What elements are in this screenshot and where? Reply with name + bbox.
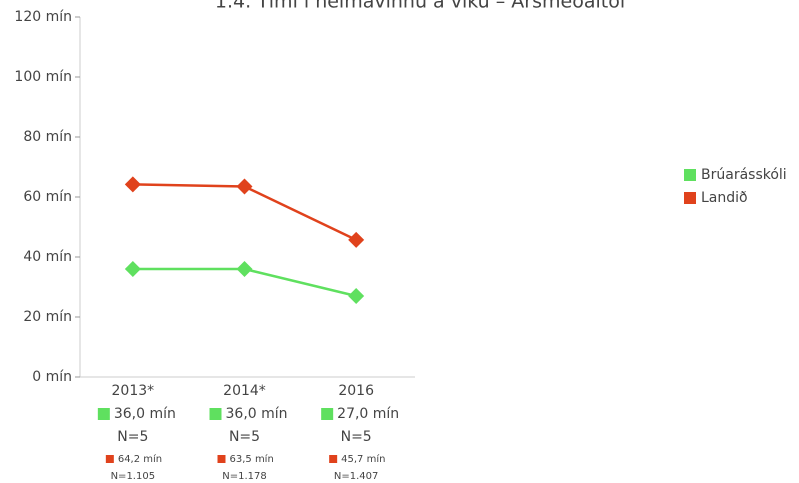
value-label: 36,0 mín bbox=[114, 406, 176, 422]
point-marker bbox=[236, 178, 253, 195]
y-tick-label: 60 mín bbox=[23, 189, 72, 205]
legend-swatch bbox=[684, 192, 696, 204]
point-marker bbox=[348, 231, 365, 248]
value-label: 36,0 mín bbox=[226, 406, 288, 422]
legend-swatch bbox=[684, 169, 696, 181]
legend-label: Landið bbox=[701, 190, 748, 206]
n-label: N=5 bbox=[117, 429, 148, 445]
value-label: 45,7 mín bbox=[341, 453, 385, 465]
value-label: 64,2 mín bbox=[118, 453, 162, 465]
legend-label: Brúarásskóli bbox=[701, 167, 787, 183]
point-marker bbox=[348, 288, 365, 304]
n-label: N=5 bbox=[341, 429, 372, 445]
point-marker bbox=[124, 176, 141, 193]
point-marker bbox=[124, 261, 141, 277]
y-tick-label: 120 mín bbox=[14, 9, 72, 25]
y-tick-label: 20 mín bbox=[23, 309, 72, 325]
chart-title: 1.4. Tími í heimavinnu á viku – Ársmeðal… bbox=[215, 0, 625, 13]
n-label: N=1.178 bbox=[222, 471, 267, 482]
value-label: 27,0 mín bbox=[337, 406, 399, 422]
label-swatch bbox=[329, 455, 338, 463]
n-label: N=5 bbox=[229, 429, 260, 445]
n-label: N=1.105 bbox=[111, 471, 156, 482]
point-marker bbox=[236, 261, 253, 277]
value-label: 63,5 mín bbox=[230, 453, 274, 465]
label-swatch bbox=[105, 455, 114, 463]
label-swatch bbox=[97, 408, 110, 420]
x-tick-label: 2013* bbox=[112, 383, 155, 399]
y-tick-label: 40 mín bbox=[23, 249, 72, 265]
y-tick-label: 0 mín bbox=[32, 369, 72, 385]
n-label: N=1.407 bbox=[334, 471, 379, 482]
x-tick-label: 2014* bbox=[223, 383, 266, 399]
x-tick-label: 2016 bbox=[338, 383, 374, 399]
y-tick-label: 100 mín bbox=[14, 69, 72, 85]
y-tick-label: 80 mín bbox=[23, 129, 72, 145]
label-swatch bbox=[321, 408, 334, 420]
label-swatch bbox=[209, 408, 222, 420]
label-swatch bbox=[217, 455, 226, 463]
